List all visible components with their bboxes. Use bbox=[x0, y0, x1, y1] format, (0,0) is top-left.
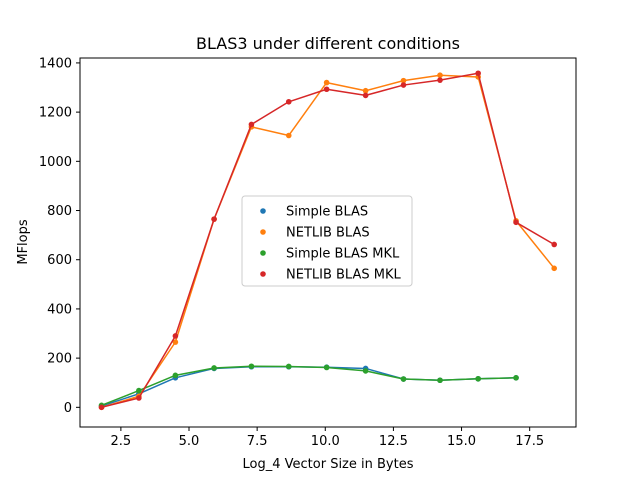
y-axis-label: MFlops bbox=[16, 219, 31, 265]
y-tick-label: 400 bbox=[47, 302, 72, 317]
legend-entry: NETLIB BLAS MKL bbox=[286, 268, 401, 283]
data-point bbox=[551, 241, 557, 248]
data-point bbox=[172, 372, 179, 379]
data-point bbox=[248, 363, 255, 370]
data-point bbox=[513, 219, 519, 226]
plot-area bbox=[79, 57, 577, 428]
series-simple-blas-mkl bbox=[98, 363, 519, 409]
x-tick-label: 12.5 bbox=[379, 434, 408, 449]
data-point bbox=[437, 77, 443, 83]
data-point bbox=[323, 79, 330, 86]
data-point bbox=[285, 132, 292, 139]
x-axis-ticks: 2.5 5.0 7.5 10.0 12.5 15.0 17.5 bbox=[111, 427, 544, 449]
legend: Simple BLAS NETLIB BLAS Simple BLAS MKL NET… bbox=[241, 195, 413, 287]
data-point bbox=[211, 365, 217, 371]
data-point bbox=[475, 375, 481, 382]
legend-marker bbox=[260, 208, 266, 214]
x-tick-label: 10.0 bbox=[311, 434, 340, 449]
x-tick-label: 15.0 bbox=[447, 434, 476, 449]
data-point bbox=[136, 387, 142, 394]
data-point bbox=[285, 363, 292, 370]
x-tick-label: 5.0 bbox=[179, 434, 200, 449]
axes-frame bbox=[79, 57, 577, 428]
data-point bbox=[362, 368, 369, 374]
data-point bbox=[323, 86, 330, 93]
y-axis-ticks: 0 200 400 600 800 1000 1200 1400 bbox=[39, 56, 80, 416]
x-tick-label: 2.5 bbox=[111, 434, 132, 449]
series-simple-blas bbox=[98, 363, 519, 409]
y-tick-label: 800 bbox=[47, 204, 72, 219]
legend-marker bbox=[260, 271, 266, 277]
data-point bbox=[437, 72, 443, 79]
data-point bbox=[400, 82, 407, 88]
x-tick-label: 17.5 bbox=[515, 434, 544, 449]
y-tick-label: 0 bbox=[64, 401, 72, 416]
series-netlib-blas-mkl bbox=[98, 70, 557, 411]
data-point bbox=[475, 70, 481, 77]
legend-marker bbox=[260, 250, 266, 256]
y-tick-label: 1000 bbox=[39, 155, 72, 170]
x-axis-label: Log_4 Vector Size in Bytes bbox=[243, 457, 414, 472]
legend-entry: Simple BLAS MKL bbox=[286, 247, 400, 262]
legend-marker bbox=[260, 229, 266, 235]
data-point bbox=[513, 375, 519, 381]
data-point bbox=[551, 265, 557, 272]
data-point bbox=[437, 377, 443, 384]
x-tick-label: 7.5 bbox=[247, 434, 268, 449]
legend-frame bbox=[241, 195, 413, 287]
data-point bbox=[400, 376, 407, 382]
series-line bbox=[101, 365, 517, 407]
y-tick-label: 600 bbox=[47, 253, 72, 268]
data-point bbox=[323, 364, 330, 371]
data-point bbox=[285, 98, 292, 105]
legend-entry: NETLIB BLAS bbox=[286, 226, 370, 241]
data-point bbox=[248, 121, 255, 128]
y-tick-label: 1200 bbox=[39, 106, 72, 121]
legend-entry: Simple BLAS bbox=[286, 205, 368, 220]
data-point bbox=[136, 395, 142, 401]
data-point bbox=[400, 77, 407, 84]
data-point bbox=[362, 87, 369, 94]
data-point bbox=[211, 216, 217, 222]
series-line bbox=[101, 365, 517, 407]
data-point bbox=[98, 404, 105, 411]
chart-title: BLAS3 under different conditions bbox=[196, 34, 460, 53]
data-point bbox=[362, 92, 369, 99]
y-tick-label: 200 bbox=[47, 352, 72, 367]
y-tick-label: 1400 bbox=[39, 56, 72, 71]
data-point bbox=[172, 339, 179, 345]
data-point bbox=[172, 333, 179, 339]
